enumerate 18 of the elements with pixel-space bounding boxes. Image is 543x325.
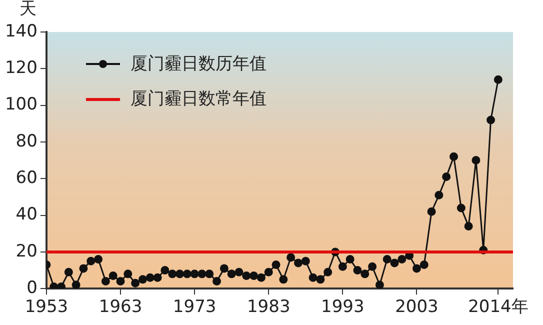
y-tick-label: 100 [4,94,38,115]
y-axis-title: 天 [20,0,37,19]
x-tick-label: 2014年 [468,297,528,318]
legend-label: 厦门霾日数常年值 [130,88,266,110]
x-tick-label: 1953 [24,297,68,318]
x-tick-label: 1993 [321,297,364,318]
y-tick-label: 0 [26,278,38,298]
y-tick-label: 140 [4,21,38,42]
y-tick-label: 120 [4,58,38,78]
x-tick-label: 1983 [246,297,290,318]
x-tick-label: 2003 [395,297,438,318]
x-tick-label: 1973 [172,297,216,318]
y-tick-label: 20 [16,241,38,262]
y-tick-label: 40 [16,204,38,225]
y-tick-label: 80 [16,131,38,152]
x-tick-label: 1963 [98,297,142,318]
legend-label: 厦门霾日数历年值 [130,53,266,75]
y-tick-label: 60 [16,168,38,188]
